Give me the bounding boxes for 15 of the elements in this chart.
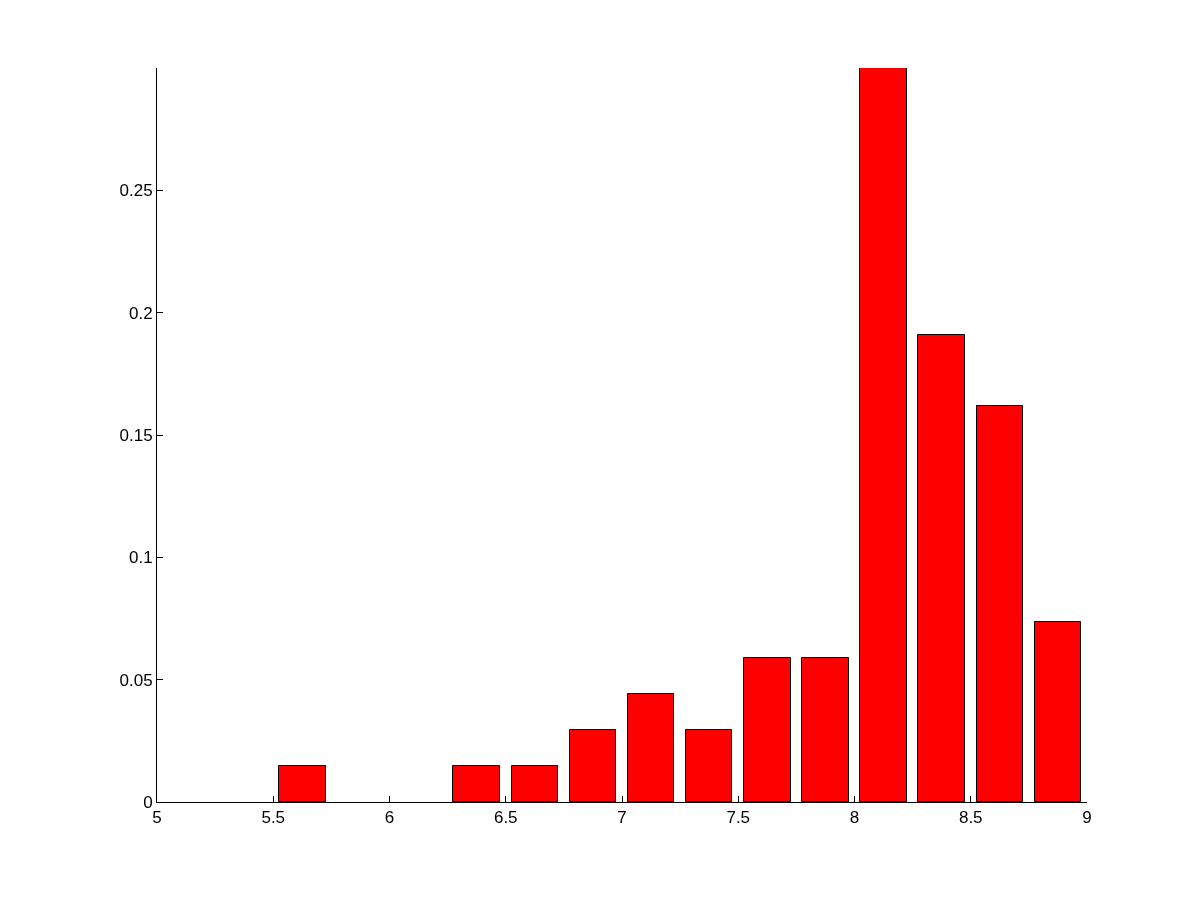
y-tick-label: 0.15	[119, 425, 153, 445]
x-tick-label: 6.5	[493, 808, 518, 828]
y-tick-label: 0	[143, 792, 153, 812]
y-tick-label: 0.05	[119, 670, 153, 690]
y-tick-label: 0.2	[128, 303, 153, 323]
x-tick-label: 5	[152, 808, 162, 828]
x-tick-label: 5.5	[261, 808, 286, 828]
x-tick-label: 7	[617, 808, 627, 828]
y-tick-label: 0.1	[128, 548, 153, 568]
y-tick-label: 0.25	[119, 181, 153, 201]
x-tick-label: 8.5	[958, 808, 983, 828]
x-tick-label: 8	[849, 808, 860, 828]
x-tick-label: 7.5	[726, 808, 751, 828]
x-tick-label: 9	[1082, 808, 1092, 828]
x-tick-label: 6	[384, 808, 395, 828]
